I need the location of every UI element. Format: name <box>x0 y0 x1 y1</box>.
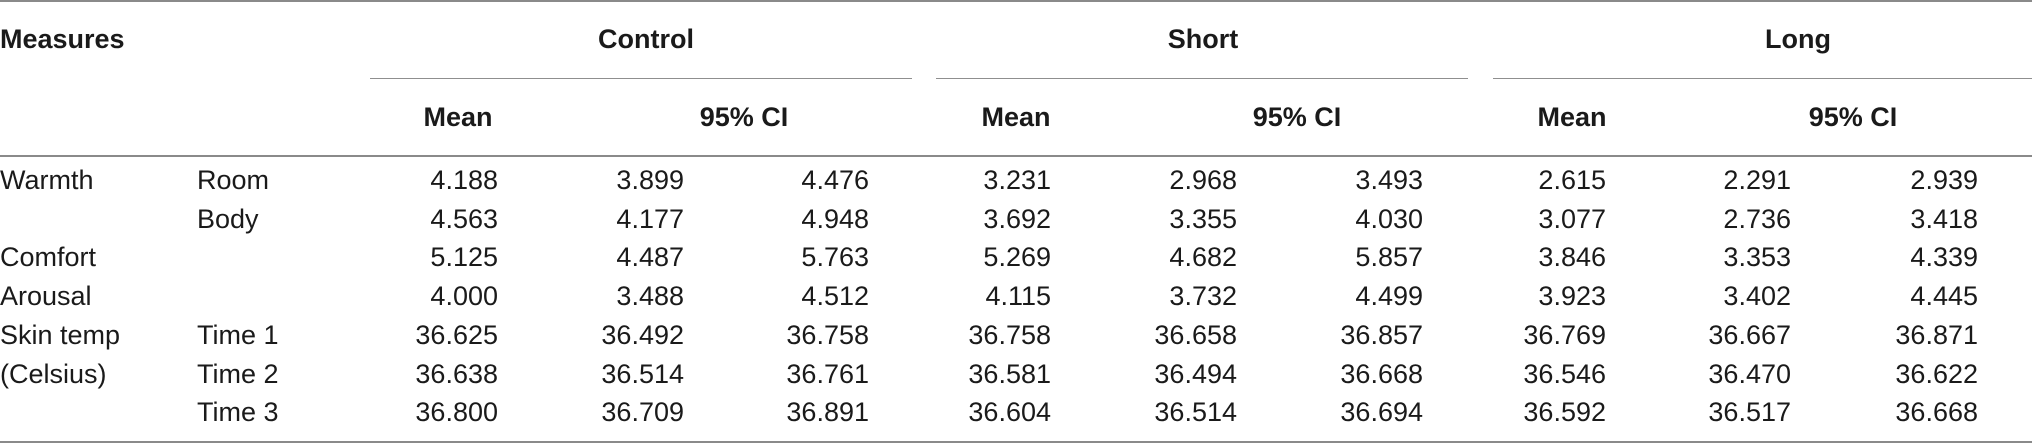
table-cell: 36.668 <box>1340 359 1423 389</box>
table-cell: 36.517 <box>1708 397 1791 427</box>
table-cell: 3.353 <box>1723 242 1791 272</box>
table-cell: 4.030 <box>1355 204 1423 234</box>
row-label: Skin temp <box>0 320 121 350</box>
table-cell: 2.939 <box>1910 165 1978 195</box>
table-cell: 36.622 <box>1895 359 1978 389</box>
table-cell: 3.493 <box>1355 165 1423 195</box>
table-cell: 3.846 <box>1538 242 1606 272</box>
row-sublabel: Time 3 <box>197 397 279 427</box>
row-sublabel: Time 2 <box>197 359 279 389</box>
row-label: Comfort <box>0 242 97 272</box>
table-cell: 5.763 <box>801 242 869 272</box>
table-cell: 5.125 <box>430 242 498 272</box>
table-cell: 36.761 <box>786 359 869 389</box>
table-cell: 2.736 <box>1723 204 1791 234</box>
control-ci-header: 95% CI <box>699 102 789 132</box>
table-cell: 3.231 <box>983 165 1051 195</box>
table-cell: 4.682 <box>1169 242 1237 272</box>
row-label: Warmth <box>0 165 94 195</box>
table-cell: 4.115 <box>985 281 1051 311</box>
table-cell: 3.488 <box>616 281 684 311</box>
table-cell: 3.402 <box>1723 281 1791 311</box>
group-header-long: Long <box>1765 24 1831 54</box>
table-cell: 2.968 <box>1169 165 1237 195</box>
table-cell: 36.709 <box>601 397 684 427</box>
table-cell: 4.563 <box>430 204 498 234</box>
table-cell: 36.891 <box>786 397 869 427</box>
table-cell: 4.512 <box>801 281 869 311</box>
group-header-short: Short <box>1167 24 1239 54</box>
table-cell: 4.487 <box>616 242 684 272</box>
measures-header: Measures <box>0 24 125 54</box>
table-cell: 3.692 <box>983 204 1051 234</box>
table-cell: 36.668 <box>1895 397 1978 427</box>
table-cell: 3.418 <box>1910 204 1978 234</box>
row-sublabel: Time 1 <box>197 320 279 350</box>
top-rule <box>0 0 2032 2</box>
long-group-rule <box>1493 78 2032 79</box>
table-cell: 36.546 <box>1523 359 1606 389</box>
row-sublabel: Body <box>197 204 259 234</box>
table-cell: 3.899 <box>616 165 684 195</box>
header-rule <box>0 155 2032 157</box>
table-cell: 4.499 <box>1355 281 1423 311</box>
table-cell: 5.857 <box>1355 242 1423 272</box>
short-group-rule <box>936 78 1468 79</box>
table-cell: 36.581 <box>968 359 1051 389</box>
table-cell: 36.769 <box>1523 320 1606 350</box>
table-cell: 36.658 <box>1154 320 1237 350</box>
table-cell: 36.638 <box>415 359 498 389</box>
table-cell: 3.732 <box>1169 281 1237 311</box>
table-cell: 36.492 <box>601 320 684 350</box>
table-cell: 3.355 <box>1169 204 1237 234</box>
table-cell: 3.077 <box>1538 204 1606 234</box>
group-header-control: Control <box>598 24 694 54</box>
row-label: Arousal <box>0 281 92 311</box>
table-cell: 36.871 <box>1895 320 1978 350</box>
table-cell: 2.291 <box>1723 165 1791 195</box>
table-cell: 4.177 <box>616 204 684 234</box>
table-cell: 4.476 <box>801 165 869 195</box>
table-cell: 36.514 <box>1154 397 1237 427</box>
control-group-rule <box>370 78 912 79</box>
table-cell: 36.857 <box>1340 320 1423 350</box>
table-cell: 36.800 <box>415 397 498 427</box>
table-cell: 4.445 <box>1910 281 1978 311</box>
bottom-rule <box>0 441 2032 443</box>
table-cell: 36.625 <box>415 320 498 350</box>
short-ci-header: 95% CI <box>1252 102 1342 132</box>
table-cell: 36.758 <box>968 320 1051 350</box>
table-cell: 36.758 <box>786 320 869 350</box>
short-mean-header: Mean <box>981 102 1051 132</box>
table-cell: 4.339 <box>1910 242 1978 272</box>
table-cell: 3.923 <box>1538 281 1606 311</box>
table-cell: 4.948 <box>801 204 869 234</box>
table-cell: 36.514 <box>601 359 684 389</box>
table-cell: 4.188 <box>430 165 498 195</box>
control-mean-header: Mean <box>423 102 493 132</box>
row-sublabel: Room <box>197 165 270 195</box>
table-cell: 4.000 <box>430 281 498 311</box>
table-cell: 36.494 <box>1154 359 1237 389</box>
long-ci-header: 95% CI <box>1808 102 1898 132</box>
table-cell: 2.615 <box>1538 165 1606 195</box>
table-cell: 5.269 <box>983 242 1051 272</box>
row-label: (Celsius) <box>0 359 107 389</box>
table-cell: 36.694 <box>1340 397 1423 427</box>
table-cell: 36.604 <box>968 397 1051 427</box>
table-cell: 36.667 <box>1708 320 1791 350</box>
table-cell: 36.470 <box>1708 359 1791 389</box>
table-cell: 36.592 <box>1523 397 1606 427</box>
long-mean-header: Mean <box>1537 102 1607 132</box>
